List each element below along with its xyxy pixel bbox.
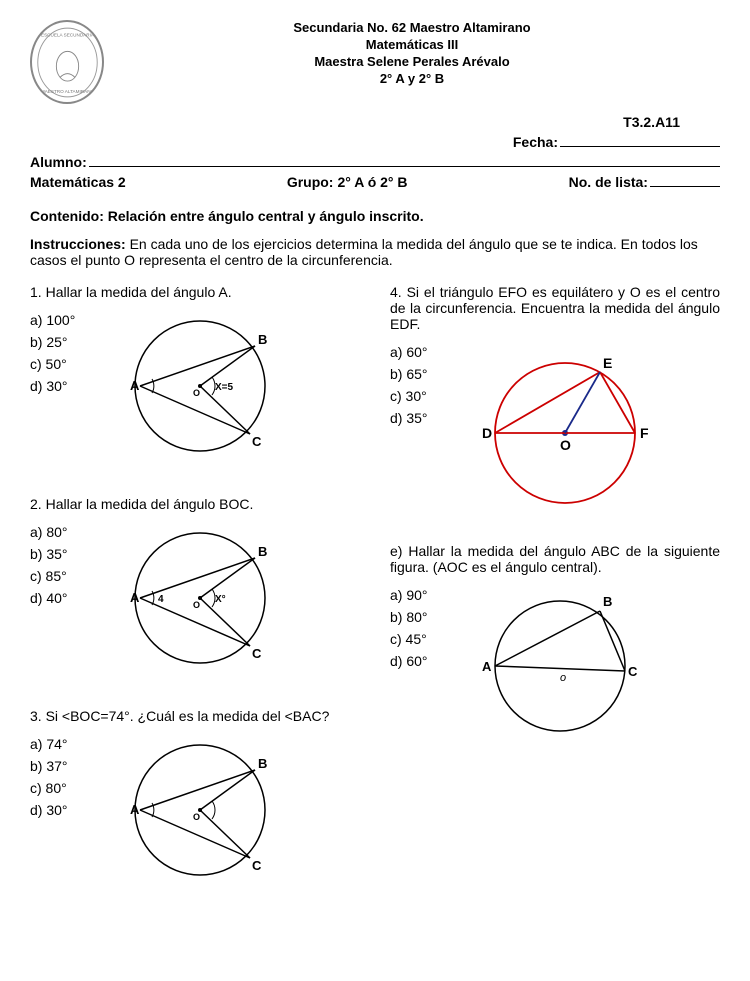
q2-number: 2. (30, 496, 42, 512)
q4-opt-b: b) 65° (390, 366, 460, 382)
label-fecha: Fecha: (513, 134, 558, 150)
q5-figure: A C B o (460, 581, 720, 746)
q5-number: e) (390, 543, 402, 559)
question-1: 1. Hallar la medida del ángulo A. a) 100… (30, 284, 360, 466)
blank-fecha (560, 132, 720, 147)
svg-text:C: C (252, 646, 262, 661)
svg-text:A: A (130, 802, 140, 817)
instrucciones-text: En cada uno de los ejercicios determina … (30, 236, 698, 268)
question-4: 4. Si el triángulo EFO es equilátero y O… (390, 284, 720, 513)
svg-text:O: O (193, 388, 200, 398)
q1-opt-c: c) 50° (30, 356, 90, 372)
q5-opt-a: a) 90° (390, 587, 450, 603)
svg-text:MAESTRO ALTAMIRANO: MAESTRO ALTAMIRANO (40, 89, 94, 94)
school-logo: ESCUELA SECUNDARIA MAESTRO ALTAMIRANO (30, 20, 104, 104)
header-line-1: Secundaria No. 62 Maestro Altamirano (104, 20, 720, 37)
q2-opt-a: a) 80° (30, 524, 90, 540)
label-grupo: Grupo: (287, 174, 334, 190)
q1-text: Hallar la medida del ángulo A. (46, 284, 232, 300)
instrucciones: Instrucciones: En cada uno de los ejerci… (30, 236, 720, 268)
right-column: 4. Si el triángulo EFO es equilátero y O… (390, 284, 720, 920)
q4-text: Si el triángulo EFO es equilátero y O es… (390, 284, 720, 332)
q1-number: 1. (30, 284, 42, 300)
left-column: 1. Hallar la medida del ángulo A. a) 100… (30, 284, 360, 920)
q2-opt-c: c) 85° (30, 568, 90, 584)
q5-options: a) 90° b) 80° c) 45° d) 60° (390, 581, 450, 675)
svg-text:C: C (628, 664, 638, 679)
q4-opt-a: a) 60° (390, 344, 460, 360)
header-line-4: 2° A y 2° B (104, 71, 720, 88)
q2-text: Hallar la medida del ángulo BOC. (46, 496, 254, 512)
q2-opt-d: d) 40° (30, 590, 90, 606)
q4-options: a) 60° b) 65° c) 30° d) 35° (390, 338, 460, 432)
header-line-2: Matemáticas III (104, 37, 720, 54)
row-fecha: Fecha: (30, 132, 720, 150)
q5-opt-d: d) 60° (390, 653, 450, 669)
svg-text:B: B (258, 332, 267, 347)
q4-figure: D F E O (470, 338, 720, 513)
value-grupo: 2° A ó 2° B (337, 174, 407, 190)
label-lista: No. de lista: (569, 174, 648, 190)
q4-opt-d: d) 35° (390, 410, 460, 426)
q1-opt-a: a) 100° (30, 312, 90, 328)
svg-text:B: B (258, 544, 267, 559)
question-2: 2. Hallar la medida del ángulo BOC. a) 8… (30, 496, 360, 678)
q1-options: a) 100° b) 25° c) 50° d) 30° (30, 306, 90, 400)
q5-opt-c: c) 45° (390, 631, 450, 647)
q3-options: a) 74° b) 37° c) 80° d) 30° (30, 730, 90, 824)
svg-text:4: 4 (158, 594, 164, 605)
svg-text:ESCUELA SECUNDARIA: ESCUELA SECUNDARIA (41, 32, 95, 37)
q5-opt-b: b) 80° (390, 609, 450, 625)
svg-text:A: A (482, 659, 492, 674)
questions-columns: 1. Hallar la medida del ángulo A. a) 100… (30, 284, 720, 920)
q3-opt-c: c) 80° (30, 780, 90, 796)
q2-figure: A B C O 4 X° (100, 518, 360, 678)
q3-text: Si <BOC=74°. ¿Cuál es la medida del <BAC… (46, 708, 330, 724)
instrucciones-label: Instrucciones: (30, 236, 126, 252)
label-materia: Matemáticas 2 (30, 174, 126, 190)
question-3: 3. Si <BOC=74°. ¿Cuál es la medida del <… (30, 708, 360, 890)
q2-opt-b: b) 35° (30, 546, 90, 562)
blank-alumno (89, 152, 720, 167)
svg-text:C: C (252, 434, 262, 449)
svg-text:A: A (130, 590, 140, 605)
svg-text:C: C (252, 858, 262, 873)
q3-number: 3. (30, 708, 42, 724)
blank-lista (650, 172, 720, 187)
q3-figure: A B C O (100, 730, 360, 890)
header-title-block: Secundaria No. 62 Maestro Altamirano Mat… (104, 20, 720, 88)
svg-text:D: D (482, 425, 492, 441)
svg-text:F: F (640, 425, 649, 441)
q1-figure: A B C O X=5 (100, 306, 360, 466)
activity-code: T3.2.A11 (30, 114, 720, 130)
q3-opt-d: d) 30° (30, 802, 90, 818)
row-materia-grupo-lista: Matemáticas 2 Grupo: 2° A ó 2° B No. de … (30, 172, 720, 190)
svg-text:O: O (193, 600, 200, 610)
question-5: e) Hallar la medida del ángulo ABC de la… (390, 543, 720, 746)
header-line-3: Maestra Selene Perales Arévalo (104, 54, 720, 71)
row-alumno: Alumno: (30, 152, 720, 170)
q3-opt-b: b) 37° (30, 758, 90, 774)
svg-text:B: B (258, 756, 267, 771)
q2-options: a) 80° b) 35° c) 85° d) 40° (30, 518, 90, 612)
q5-text: Hallar la medida del ángulo ABC de la si… (390, 543, 720, 575)
q1-opt-b: b) 25° (30, 334, 90, 350)
svg-text:O: O (560, 437, 571, 453)
svg-text:E: E (603, 355, 612, 371)
q3-opt-a: a) 74° (30, 736, 90, 752)
contenido-heading: Contenido: Relación entre ángulo central… (30, 208, 720, 224)
svg-text:X=5: X=5 (215, 382, 234, 393)
q1-opt-d: d) 30° (30, 378, 90, 394)
svg-text:X°: X° (215, 594, 226, 605)
label-alumno: Alumno: (30, 154, 87, 170)
q4-number: 4. (390, 284, 402, 300)
svg-text:A: A (130, 378, 140, 393)
svg-text:O: O (193, 812, 200, 822)
document-header: ESCUELA SECUNDARIA MAESTRO ALTAMIRANO Se… (30, 20, 720, 104)
svg-text:o: o (560, 672, 566, 684)
q4-opt-c: c) 30° (390, 388, 460, 404)
svg-text:B: B (603, 594, 612, 609)
